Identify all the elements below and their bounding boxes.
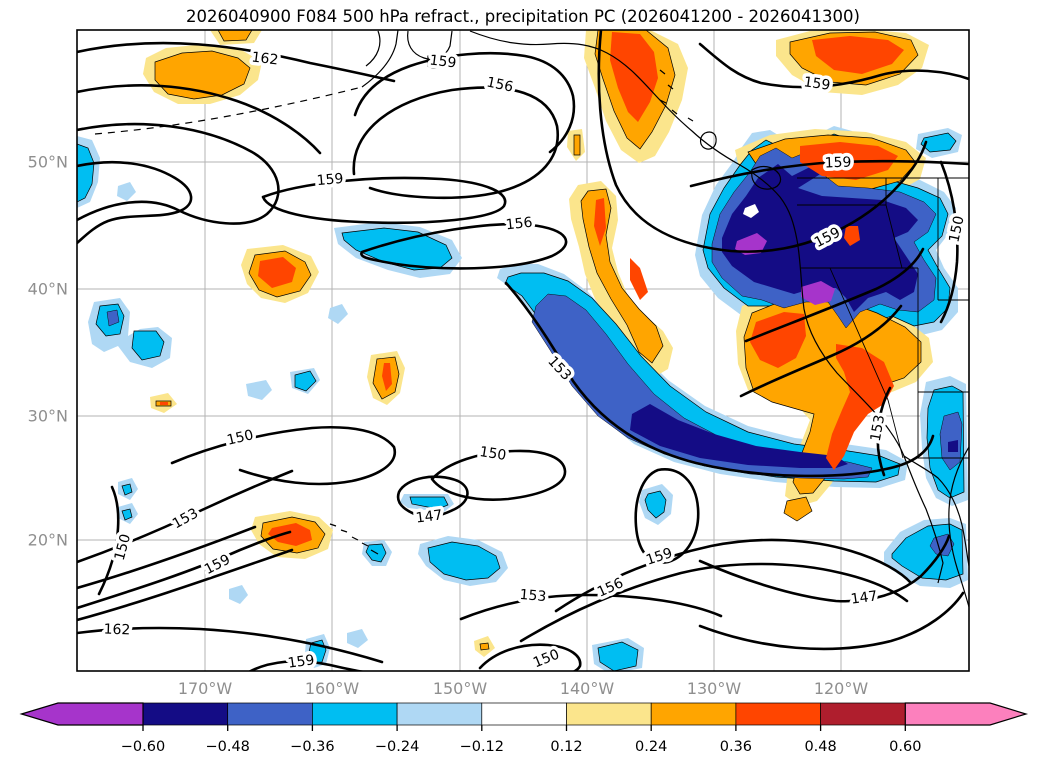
colorbar-segment bbox=[312, 702, 398, 726]
lon-tick-label: 150°W bbox=[433, 679, 488, 698]
colorbar-segment bbox=[481, 702, 567, 726]
lat-tick-label: 40°N bbox=[28, 280, 68, 299]
colorbar-tick-label: 0.12 bbox=[550, 739, 582, 755]
colorbar-tick-label: 0.36 bbox=[720, 739, 752, 755]
colorbar-tick-label: 0.48 bbox=[804, 739, 836, 755]
lon-tick-label: 120°W bbox=[814, 679, 869, 698]
shading-layer bbox=[77, 30, 968, 671]
contour-label: 159 bbox=[287, 652, 316, 672]
colorbar-segment bbox=[735, 702, 821, 726]
contour-label: 159 bbox=[316, 171, 344, 189]
colorbar-segment bbox=[396, 702, 483, 726]
colorbar-tick-label: −0.36 bbox=[290, 739, 334, 755]
map-frame bbox=[76, 29, 970, 672]
colorbar-tick-label: −0.48 bbox=[205, 739, 249, 755]
lon-tick-label: 140°W bbox=[560, 679, 615, 698]
colorbar-segment bbox=[142, 702, 229, 726]
lat-tick-label: 30°N bbox=[28, 407, 68, 426]
colorbar-segment bbox=[820, 702, 906, 726]
colorbar-segment bbox=[566, 702, 652, 726]
contour-label: 159 bbox=[429, 52, 457, 71]
x-axis-ticks: 170°W 160°W 150°W 140°W 130°W 120°W bbox=[178, 679, 869, 698]
colorbar-tick-label: 0.24 bbox=[635, 739, 667, 755]
contour-label: 159 bbox=[824, 155, 851, 172]
coastline-layer bbox=[94, 30, 969, 608]
lon-tick-label: 170°W bbox=[178, 679, 233, 698]
y-axis-ticks: 50°N 40°N 30°N 20°N bbox=[28, 153, 68, 550]
contour-label: 147 bbox=[415, 507, 443, 526]
lat-tick-label: 50°N bbox=[28, 153, 68, 172]
lon-tick-label: 130°W bbox=[687, 679, 742, 698]
contour-label: 153 bbox=[519, 587, 547, 605]
contour-label: 156 bbox=[505, 215, 533, 234]
lat-tick-label: 20°N bbox=[28, 531, 68, 550]
lon-tick-label: 160°W bbox=[305, 679, 360, 698]
page-title: 2026040900 F084 500 hPa refract., precip… bbox=[186, 7, 860, 26]
contour-label: 162 bbox=[251, 49, 279, 68]
colorbar-segment bbox=[650, 702, 737, 726]
colorbar-tick-label: 0.60 bbox=[889, 739, 921, 755]
colorbar: −0.60 −0.48 −0.36 −0.24 −0.12 0.12 0.24 0.36 0.4… bbox=[19, 702, 1029, 755]
colorbar-tick-label: −0.24 bbox=[375, 739, 419, 755]
colorbar-tick-label: −0.60 bbox=[121, 739, 165, 755]
contour-label: 162 bbox=[103, 622, 130, 639]
colorbar-extend-high bbox=[904, 702, 1029, 726]
colorbar-tick-label: −0.12 bbox=[460, 739, 504, 755]
colorbar-extend-low bbox=[19, 702, 144, 726]
colorbar-segment bbox=[227, 702, 313, 726]
contour-layer bbox=[77, 30, 969, 671]
